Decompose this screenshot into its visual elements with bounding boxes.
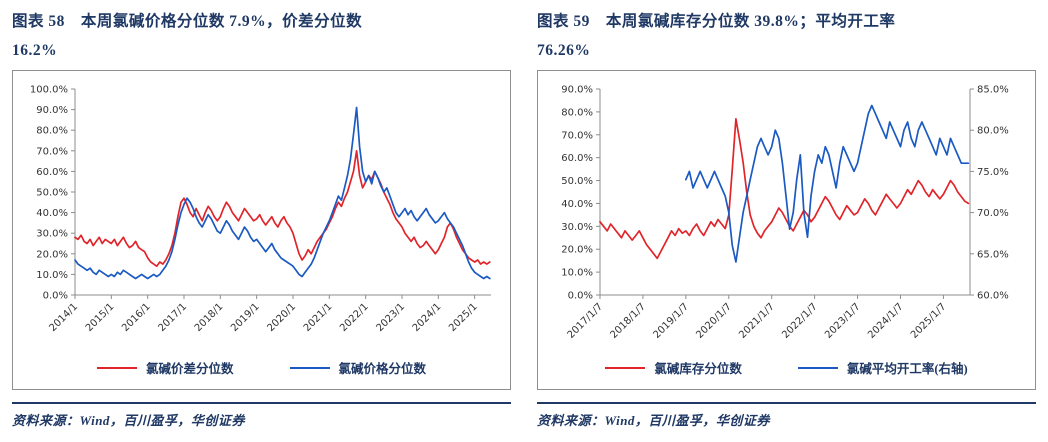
figure-title-line2: 76.26% — [537, 41, 591, 59]
figure-title-line1: 图表 59 本周氯碱库存分位数 39.8%；平均开工率 — [537, 13, 896, 30]
svg-text:60.0%: 60.0% — [977, 291, 1009, 302]
svg-text:30.0%: 30.0% — [36, 229, 68, 240]
svg-text:30.0%: 30.0% — [561, 222, 593, 233]
svg-text:2021/1: 2021/1 — [302, 302, 335, 335]
svg-text:80.0%: 80.0% — [36, 126, 68, 137]
legend-line-swatch — [96, 366, 137, 369]
svg-text:2019/1: 2019/1 — [229, 302, 262, 335]
svg-text:50.0%: 50.0% — [561, 176, 593, 187]
svg-text:70.0%: 70.0% — [561, 131, 593, 142]
chart-legend: 氯碱库存分位数 氯碱平均开工率(右轴) — [546, 354, 1027, 389]
legend-line-swatch — [605, 366, 646, 369]
svg-text:2017/1/7: 2017/1/7 — [566, 302, 606, 342]
svg-text:90.0%: 90.0% — [561, 85, 593, 96]
svg-text:2025/1/7: 2025/1/7 — [909, 302, 949, 342]
inventory-operating-rate-line-chart: 0.0% 10.0% 20.0% 30.0% 40.0% 50.0% 60.0% 70.0% 8… — [561, 85, 1009, 342]
svg-text:2020/1: 2020/1 — [265, 302, 298, 335]
figure-title: 图表 59 本周氯碱库存分位数 39.8%；平均开工率 76.26% — [537, 8, 1036, 65]
svg-text:2014/1: 2014/1 — [47, 302, 80, 335]
legend-label: 氯碱价格分位数 — [338, 362, 427, 377]
svg-text:40.0%: 40.0% — [36, 208, 68, 219]
chart-legend: 氯碱价差分位数 氯碱价格分位数 — [21, 354, 502, 389]
svg-text:70.0%: 70.0% — [977, 208, 1009, 219]
svg-text:40.0%: 40.0% — [561, 199, 593, 210]
svg-text:70.0%: 70.0% — [36, 147, 68, 158]
svg-text:2020/1/7: 2020/1/7 — [694, 302, 734, 342]
legend-item: 氯碱价差分位数 — [96, 358, 234, 377]
figure-title-line2: 16.2% — [12, 41, 58, 59]
legend-item: 氯碱价格分位数 — [289, 358, 427, 377]
figure-title: 图表 58 本周氯碱价格分位数 7.9%，价差分位数 16.2% — [12, 8, 511, 65]
legend-item: 氯碱库存分位数 — [605, 358, 742, 377]
svg-text:2015/1: 2015/1 — [84, 302, 117, 335]
svg-text:2024/1: 2024/1 — [411, 302, 444, 335]
svg-text:75.0%: 75.0% — [977, 167, 1009, 178]
svg-text:2023/1/7: 2023/1/7 — [823, 302, 863, 342]
figure-panel-58: 图表 58 本周氯碱价格分位数 7.9%，价差分位数 16.2% 0.0% 10.… — [12, 8, 511, 436]
svg-text:2018/1: 2018/1 — [193, 302, 226, 335]
svg-text:2022/1/7: 2022/1/7 — [780, 302, 820, 342]
svg-text:85.0%: 85.0% — [977, 85, 1009, 96]
chart-frame: 0.0% 10.0% 20.0% 30.0% 40.0% 50.0% 60.0% 70.0% 8… — [12, 70, 511, 391]
legend-line-swatch — [797, 366, 838, 369]
legend-item: 氯碱平均开工率(右轴) — [797, 358, 968, 377]
svg-text:10.0%: 10.0% — [36, 270, 68, 281]
svg-text:2018/1/7: 2018/1/7 — [609, 302, 649, 342]
svg-text:65.0%: 65.0% — [977, 250, 1009, 261]
svg-text:20.0%: 20.0% — [561, 245, 593, 256]
svg-text:0.0%: 0.0% — [568, 291, 593, 302]
svg-text:50.0%: 50.0% — [36, 188, 68, 199]
svg-text:100.0%: 100.0% — [30, 85, 68, 96]
svg-text:80.0%: 80.0% — [977, 126, 1009, 137]
svg-text:0.0%: 0.0% — [43, 291, 68, 302]
svg-text:2023/1: 2023/1 — [374, 302, 407, 335]
price-spread-percentile-line-chart: 0.0% 10.0% 20.0% 30.0% 40.0% 50.0% 60.0% 70.0% 8… — [30, 85, 491, 335]
svg-text:10.0%: 10.0% — [561, 268, 593, 279]
legend-label: 氯碱平均开工率(右轴) — [846, 362, 968, 377]
figure-title-line1: 图表 58 本周氯碱价格分位数 7.9%，价差分位数 — [12, 13, 363, 30]
svg-text:80.0%: 80.0% — [561, 108, 593, 119]
legend-label: 氯碱价差分位数 — [145, 362, 234, 377]
svg-text:2025/1: 2025/1 — [447, 302, 480, 335]
data-source-note: 资料来源：Wind，百川盈孚，华创证券 — [537, 402, 1036, 429]
chart-frame: 0.0% 10.0% 20.0% 30.0% 40.0% 50.0% 60.0% 70.0% 8… — [537, 70, 1036, 391]
figure-panel-59: 图表 59 本周氯碱库存分位数 39.8%；平均开工率 76.26% 0.0% 1… — [537, 8, 1036, 436]
svg-text:90.0%: 90.0% — [36, 105, 68, 116]
svg-text:2016/1: 2016/1 — [120, 302, 153, 335]
data-source-note: 资料来源：Wind，百川盈孚，华创证券 — [12, 402, 511, 429]
svg-text:2021/1/7: 2021/1/7 — [737, 302, 777, 342]
legend-label: 氯碱库存分位数 — [654, 362, 742, 377]
legend-line-swatch — [289, 366, 330, 369]
svg-text:2022/1: 2022/1 — [338, 302, 371, 335]
svg-text:2024/1/7: 2024/1/7 — [866, 302, 906, 342]
svg-text:2019/1/7: 2019/1/7 — [651, 302, 691, 342]
svg-text:20.0%: 20.0% — [36, 250, 68, 261]
svg-text:60.0%: 60.0% — [561, 154, 593, 165]
svg-text:60.0%: 60.0% — [36, 167, 68, 178]
svg-text:2017/1: 2017/1 — [156, 302, 189, 335]
